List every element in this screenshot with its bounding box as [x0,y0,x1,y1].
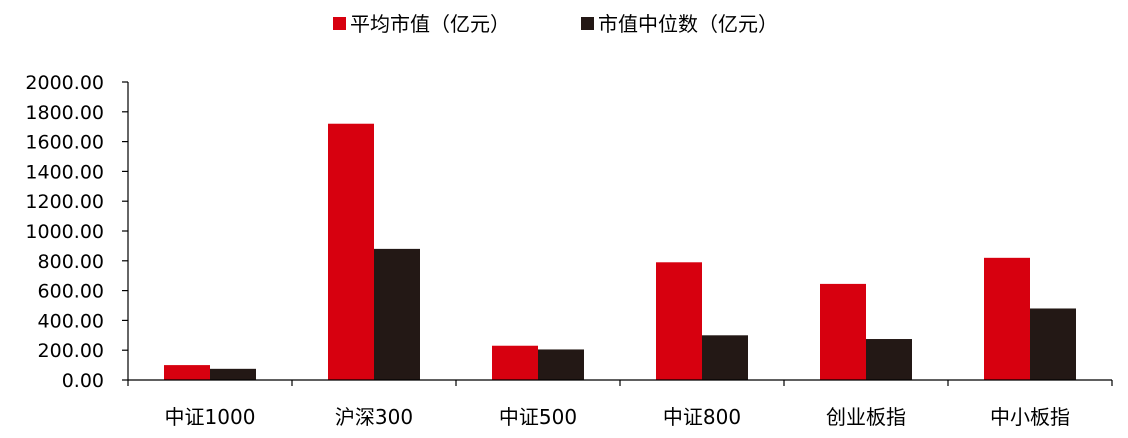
y-tick-label: 1800.00 [25,102,104,124]
legend-label-median-market-cap: 市值中位数（亿元） [598,12,778,36]
category-labels: 中证1000 沪深300 中证500 中证800 创业板指 中小板指 [165,405,1070,429]
bar-average-market-cap [656,262,702,380]
legend-swatch-average-market-cap [333,17,346,30]
y-tick-label: 400.00 [38,310,104,332]
y-tick-label: 200.00 [38,340,104,362]
y-tick-label: 2000.00 [25,72,104,94]
bar-median-market-cap [866,339,912,380]
x-axis [127,379,1113,386]
y-tick-label: 1200.00 [25,191,104,213]
bar-median-market-cap [702,335,748,380]
bar-average-market-cap [164,365,210,380]
x-category-label: 中证500 [499,405,577,429]
x-category-label: 中证1000 [165,405,256,429]
bar-average-market-cap [328,123,374,380]
x-category-label: 创业板指 [826,405,906,429]
bar-median-market-cap [538,349,584,380]
y-tick-label: 800.00 [38,251,104,273]
legend: 平均市值（亿元） 市值中位数（亿元） [333,12,778,36]
y-tick-label: 600.00 [38,281,104,303]
bars [164,123,1076,380]
y-tick-label: 1000.00 [25,221,104,243]
bar-average-market-cap [820,283,866,380]
y-axis-ticks: 0.00 200.00 400.00 600.00 800.00 1000.00 1200.… [25,72,129,392]
bar-average-market-cap [492,345,538,380]
legend-swatch-median-market-cap [581,17,594,30]
bar-median-market-cap [374,248,420,380]
y-tick-label: 1400.00 [25,161,104,183]
y-tick-label: 1600.00 [25,132,104,154]
bar-average-market-cap [984,257,1030,380]
x-category-label: 中证800 [663,405,741,429]
y-tick-label: 0.00 [62,370,104,392]
bar-median-market-cap [210,368,256,380]
legend-label-average-market-cap: 平均市值（亿元） [350,12,510,36]
x-category-label: 沪深300 [335,405,413,429]
bar-median-market-cap [1030,308,1076,380]
x-category-label: 中小板指 [990,405,1070,429]
